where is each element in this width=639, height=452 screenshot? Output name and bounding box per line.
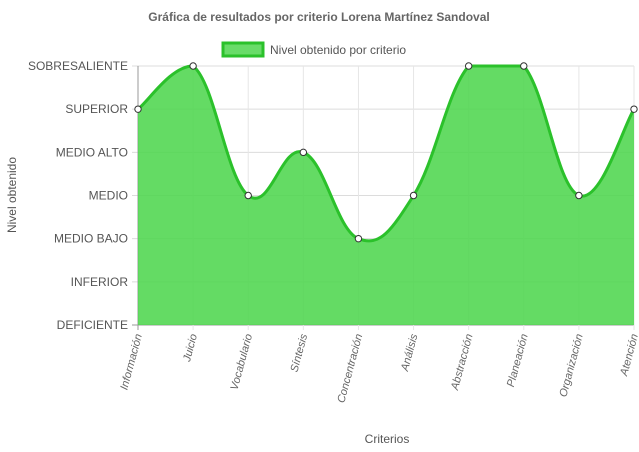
- x-axis-label: Criterios: [365, 432, 410, 446]
- y-axis-ticks: DEFICIENTE INFERIOR MEDIO BAJO MEDIO MEDIO A…: [28, 59, 128, 332]
- legend-label: Nivel obtenido por criterio: [270, 43, 406, 57]
- data-point: [464, 62, 473, 70]
- x-tick-label: Vocabulario: [229, 333, 256, 392]
- y-tick-label: MEDIO: [89, 189, 128, 203]
- y-tick-label: MEDIO BAJO: [54, 232, 128, 246]
- data-point: [520, 62, 528, 70]
- y-tick-label: DEFICIENTE: [57, 318, 128, 332]
- x-tick-label: Análisis: [399, 332, 421, 373]
- data-point: [189, 62, 197, 70]
- x-tick-label: Planeación: [505, 333, 531, 389]
- x-tick-label: Atención: [618, 333, 639, 378]
- data-points: [134, 62, 638, 243]
- y-tick-label: MEDIO ALTO: [56, 145, 128, 159]
- chart-title: Gráfica de resultados por criterio Loren…: [148, 10, 489, 24]
- x-tick-label: Síntesis: [289, 332, 311, 373]
- y-tick-label: SOBRESALIENTE: [28, 59, 128, 73]
- y-axis-label: Nivel obtenido: [5, 157, 19, 233]
- data-point: [409, 191, 418, 200]
- y-tick-label: SUPERIOR: [65, 102, 128, 116]
- x-tick-label: Organización: [557, 333, 585, 399]
- area-fill: [138, 66, 634, 325]
- series-area: [137, 64, 636, 325]
- data-point: [630, 105, 638, 113]
- x-tick-label: Información: [118, 333, 144, 392]
- legend-swatch: [221, 41, 265, 58]
- y-tick-label: INFERIOR: [71, 275, 129, 289]
- x-tick-label: Abstracción: [449, 333, 476, 393]
- x-axis-ticks: Información Juicio Vocabulario Síntesis Conc…: [118, 332, 639, 404]
- x-tick-label: Concentración: [335, 333, 365, 405]
- data-point: [244, 191, 252, 200]
- data-point: [299, 148, 308, 157]
- data-point: [134, 105, 142, 113]
- legend[interactable]: Nivel obtenido por criterio: [221, 41, 406, 58]
- x-tick-label: Juicio: [181, 333, 200, 364]
- data-point: [354, 234, 363, 243]
- data-point: [575, 191, 583, 200]
- series-line: [137, 64, 636, 243]
